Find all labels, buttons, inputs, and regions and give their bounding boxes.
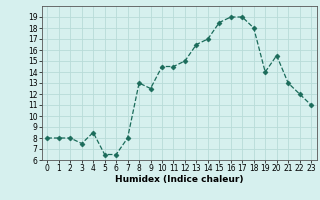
X-axis label: Humidex (Indice chaleur): Humidex (Indice chaleur) (115, 175, 244, 184)
